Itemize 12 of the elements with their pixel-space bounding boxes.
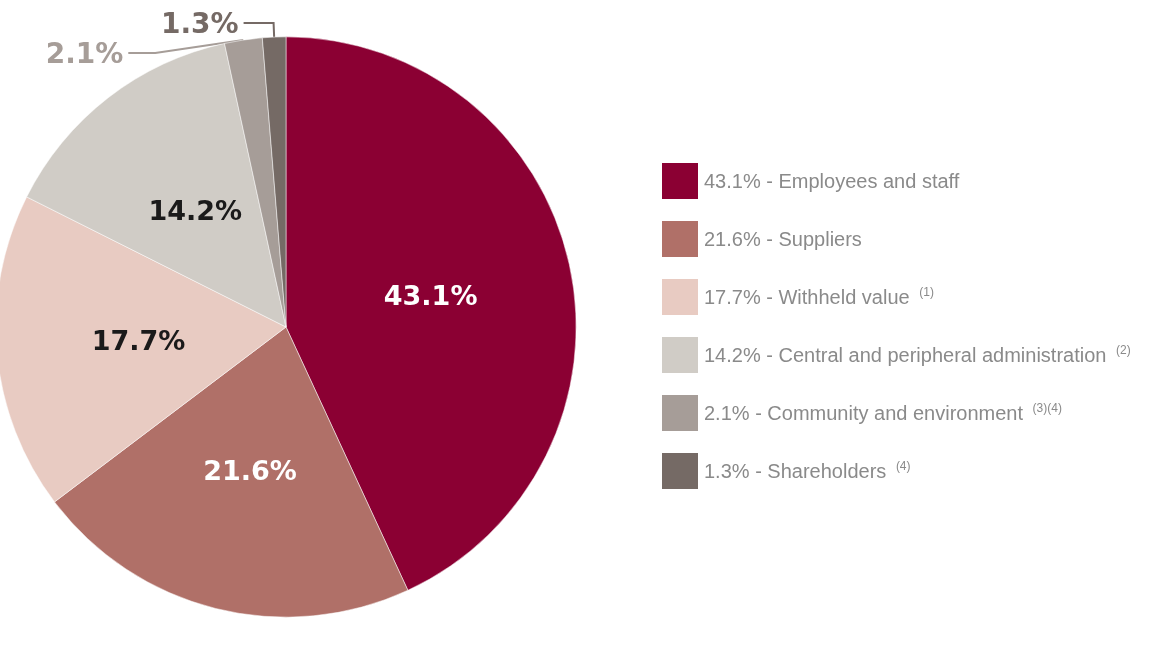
- legend-label: 1.3% - Shareholders (4): [704, 459, 911, 482]
- legend-label: 21.6% - Suppliers: [704, 228, 862, 250]
- legend-label: 43.1% - Employees and staff: [704, 170, 960, 192]
- legend-label: 14.2% - Central and peripheral administration (2): [704, 343, 1131, 366]
- data-label: 17.7%: [91, 324, 186, 356]
- legend-label: 2.1% - Community and environment (3)(4): [704, 401, 1062, 424]
- data-label: 1.3%: [160, 6, 239, 40]
- data-label: 2.1%: [45, 36, 124, 70]
- data-label: 43.1%: [383, 279, 478, 311]
- data-label: 21.6%: [203, 455, 297, 487]
- data-label: 14.2%: [148, 194, 243, 226]
- legend-label: 17.7% - Withheld value (1): [704, 285, 934, 308]
